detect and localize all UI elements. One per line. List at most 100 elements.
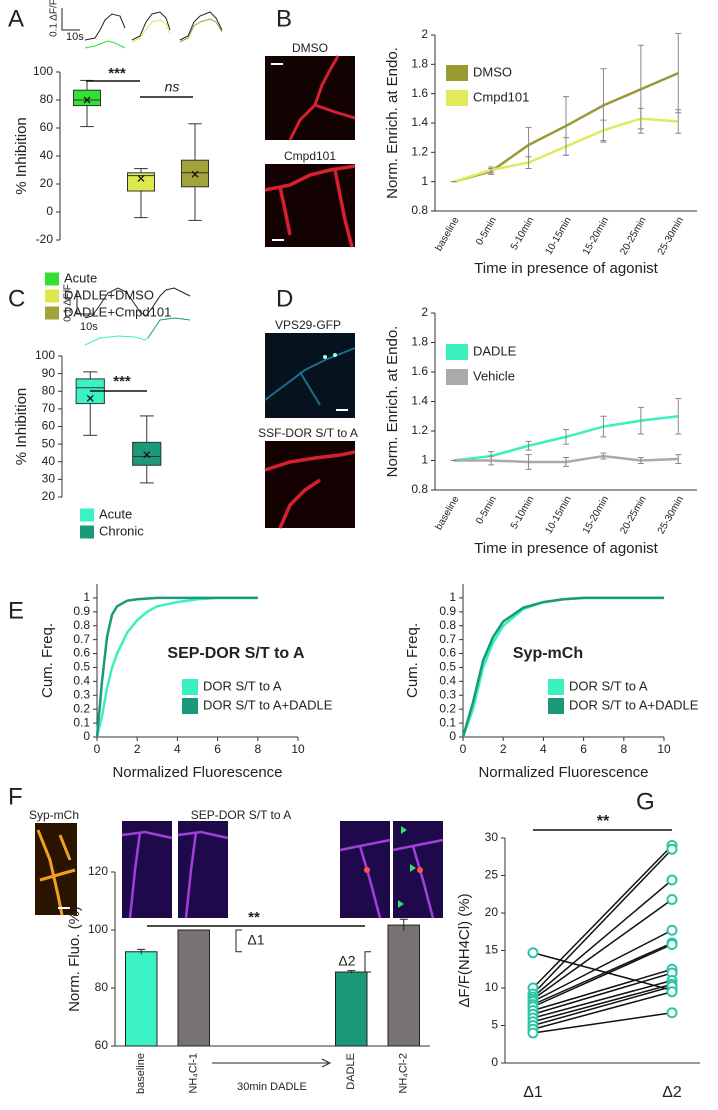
point	[666, 986, 678, 998]
x-tick-label: 2	[134, 742, 141, 756]
series-line	[461, 596, 664, 738]
x-tick-label: 6	[214, 742, 221, 756]
legend-label: Cmpd101	[473, 89, 529, 104]
y-tick-label: 1	[83, 590, 90, 604]
y-tick-label: 20	[42, 489, 56, 503]
y-tick-label: 40	[42, 454, 56, 468]
pair-line	[532, 844, 673, 989]
pair-line	[532, 983, 673, 1023]
micrograph	[264, 333, 356, 418]
x-tick-label: 4	[540, 742, 547, 756]
x-tick-label: 10-15min	[544, 494, 574, 536]
image-label: Syp-mCh	[29, 808, 79, 822]
error-bar	[525, 156, 532, 169]
y-tick-label: 100	[33, 64, 53, 78]
y-tick-label: 30	[42, 472, 56, 486]
x-tick-label: 25-30min	[656, 215, 686, 257]
error-bar	[637, 457, 644, 464]
mean-marker	[83, 96, 91, 104]
y-tick-label: 1.8	[411, 57, 428, 71]
y-tick-label: 50	[42, 436, 56, 450]
y-tick-label: 60	[42, 419, 56, 433]
y-tick-label: 0.2	[73, 701, 90, 715]
y-tick-label: 25	[485, 868, 499, 882]
y-tick-label: 0.8	[411, 203, 428, 217]
x-tick-label: baseline	[433, 215, 461, 253]
y-tick-label: 15	[485, 943, 499, 957]
error-bar	[675, 398, 682, 435]
y-tick-label: 1	[421, 174, 428, 188]
legend-label: DOR S/T to A	[569, 678, 648, 693]
y-tick-label: 0.5	[73, 660, 90, 674]
y-axis-label: % Inhibition	[13, 388, 30, 466]
y-tick-label: 60	[95, 1038, 109, 1052]
series-line	[95, 596, 258, 738]
error-bar	[637, 406, 644, 435]
annotation: 30min DADLE	[237, 1081, 307, 1093]
point	[527, 947, 539, 959]
legend-label: DADLE+Cmpd101	[64, 304, 171, 319]
point	[666, 1007, 678, 1019]
x-tick-label: Δ1	[523, 1084, 543, 1101]
error-bar	[563, 457, 569, 467]
y-tick-label: 60	[40, 120, 54, 134]
error-bar	[675, 454, 682, 464]
point	[666, 939, 678, 950]
legend-swatch	[45, 272, 59, 286]
micrograph	[264, 164, 356, 248]
point	[666, 874, 678, 886]
error-bar	[525, 440, 532, 451]
x-tick-label: 15-20min	[581, 494, 611, 536]
x-axis-label: Time in presence of agonist	[474, 260, 659, 277]
panel-letter: A	[8, 5, 24, 32]
y-tick-label: 0.6	[439, 646, 456, 660]
pair-line	[532, 943, 673, 1008]
y-tick-label: 0	[449, 729, 456, 743]
error-bar	[600, 415, 607, 438]
x-tick-label: 0	[94, 742, 101, 756]
x-tick-label: 10-15min	[544, 215, 574, 257]
y-tick-label: 100	[88, 922, 108, 936]
image-label: VPS29-GFP	[275, 318, 341, 332]
x-tick-label: 8	[254, 742, 261, 756]
y-axis-label: % Inhibition	[13, 117, 30, 195]
error-bar	[675, 109, 682, 134]
legend-swatch	[446, 369, 468, 385]
image-label: SEP-DOR S/T to A	[191, 808, 291, 822]
x-tick-label: 10	[291, 742, 305, 756]
x-axis-label: Time in presence of agonist	[474, 540, 659, 557]
x-tick-label: 8	[620, 742, 627, 756]
y-tick-label: 1.2	[411, 423, 428, 437]
y-tick-label: 30	[485, 830, 499, 844]
image-label: SSF-DOR S/T to A	[258, 426, 358, 440]
micrograph	[121, 821, 444, 919]
x-tick-label: 6	[580, 742, 587, 756]
x-tick-label: Δ2	[662, 1084, 682, 1101]
y-tick-label: 0.4	[439, 674, 456, 688]
error-bar	[347, 970, 356, 974]
micrograph	[35, 823, 77, 916]
pair-line	[532, 952, 673, 991]
legend-label: DOR S/T to A+DADLE	[569, 697, 699, 712]
series-line	[461, 596, 664, 738]
y-tick-label: 1	[421, 453, 428, 467]
x-tick-label: 5-10min	[509, 215, 537, 252]
legend-label: Vehicle	[473, 368, 515, 383]
y-tick-label: 0.4	[73, 674, 90, 688]
y-tick-label: 1.2	[411, 145, 428, 159]
x-tick-label: 0	[460, 742, 467, 756]
legend-swatch	[80, 508, 94, 522]
y-axis-label: Cum. Freq.	[404, 623, 421, 698]
legend-swatch	[182, 679, 198, 695]
x-tick-label: 25-30min	[656, 494, 686, 536]
y-tick-label: 1.6	[411, 86, 428, 100]
legend-swatch	[80, 525, 94, 539]
y-axis-label: ΔF/F(NH4Cl) (%)	[456, 893, 473, 1007]
annotation: **	[248, 909, 260, 926]
error-bar	[563, 137, 569, 156]
error-bar	[563, 429, 569, 445]
y-tick-label: 0.3	[439, 687, 456, 701]
y-axis-label: Cum. Freq.	[39, 623, 56, 698]
panel-letter: C	[8, 285, 25, 312]
error-bar	[600, 452, 607, 460]
